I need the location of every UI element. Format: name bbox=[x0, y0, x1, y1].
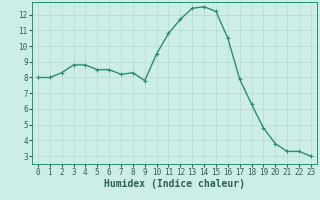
X-axis label: Humidex (Indice chaleur): Humidex (Indice chaleur) bbox=[104, 179, 245, 189]
